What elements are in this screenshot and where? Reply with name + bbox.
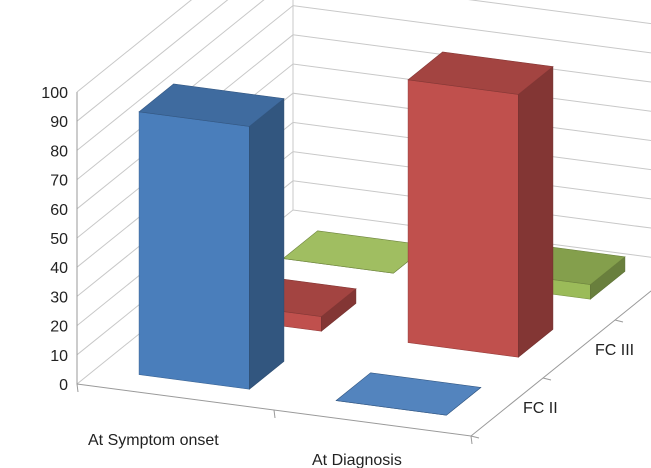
y-tick-label: 50 [50,231,68,248]
labels: 0 10 20 30 40 50 60 70 80 90 100 At Symptom onset At… [41,85,634,468]
series-label: FC III [595,342,634,359]
series-tick-mark [614,319,624,323]
category-tick-mark [470,435,473,445]
y-tick-label: 90 [50,114,68,131]
y-tick-label: 70 [50,173,68,190]
y-tick-label: 60 [50,202,68,219]
gridline [76,0,651,151]
gridline [76,0,193,93]
bar-top-face [138,83,285,127]
y-tick-label: 20 [50,319,68,336]
bar-top-face [282,230,429,274]
bar-top-face [335,372,482,416]
bar-side-face [249,97,285,390]
bar [407,51,554,358]
y-tick-label: 0 [59,377,68,394]
y-tick-label: 40 [50,260,68,277]
bar-side-face [518,65,554,358]
bar [335,372,482,416]
y-tick-label: 30 [50,289,68,306]
series-tick-mark [470,435,480,439]
category-label: At Diagnosis [312,452,402,468]
y-tick-label: 10 [50,348,68,365]
series-label: FC II [523,400,558,417]
y-tick-label: 100 [41,85,68,102]
category-tick-mark [76,383,79,393]
axes [76,92,651,445]
bars [138,51,626,416]
series-tick-mark [542,377,552,381]
category-label: At Symptom onset [88,432,219,449]
bar-front-face [138,111,250,390]
bar [282,230,429,274]
bar-top-face [407,51,554,95]
gridline [76,0,229,122]
y-tick-label: 80 [50,143,68,160]
bar [138,83,285,390]
category-tick-mark [273,409,276,419]
bar-front-face [407,79,519,358]
